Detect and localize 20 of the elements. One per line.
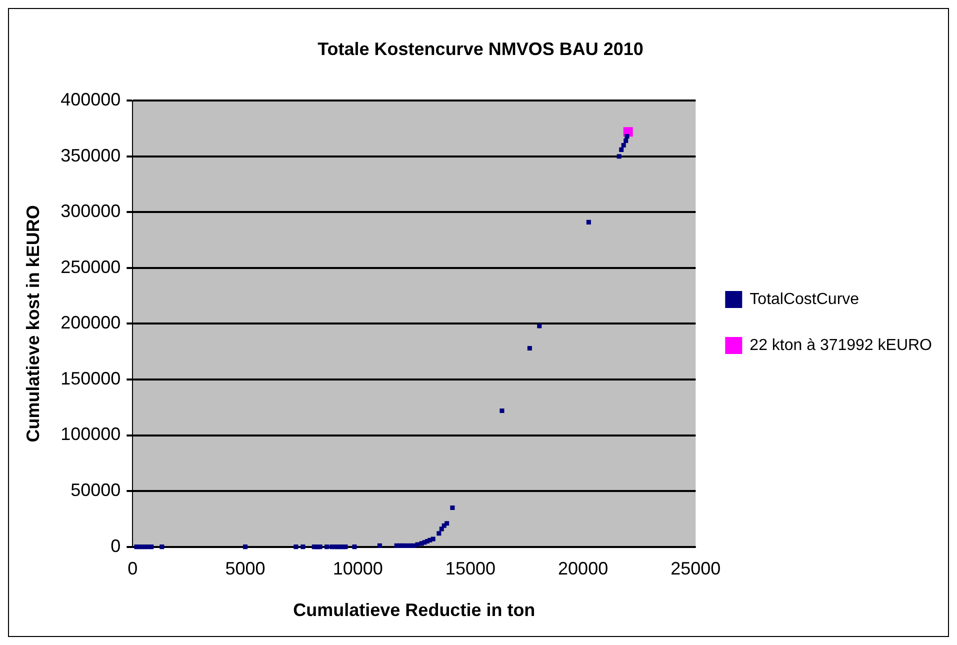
y-axis-title: Cumulatieve kost in kEURO bbox=[22, 205, 43, 442]
x-tick-label: 20000 bbox=[558, 558, 608, 579]
x-axis-title: Cumulatieve Reductie in ton bbox=[293, 600, 536, 620]
chart-title: Totale Kostencurve NMVOS BAU 2010 bbox=[318, 38, 644, 59]
y-tick-label: 100000 bbox=[60, 424, 121, 444]
y-tick-label: 350000 bbox=[60, 145, 121, 166]
legend-label: 22 kton à 371992 kEURO bbox=[750, 336, 932, 354]
y-tick-label: 400000 bbox=[60, 90, 121, 110]
y-tick-label: 250000 bbox=[60, 256, 121, 277]
y-tick-label: 300000 bbox=[60, 201, 121, 222]
y-tick-label: 0 bbox=[110, 536, 121, 556]
y-tick-label: 50000 bbox=[70, 480, 121, 500]
x-tick-label: 5000 bbox=[225, 558, 266, 579]
legend-label: TotalCostCurve bbox=[750, 290, 860, 308]
y-tick-label: 150000 bbox=[60, 368, 121, 388]
y-tick-label: 200000 bbox=[60, 312, 121, 333]
x-tick-label: 15000 bbox=[445, 558, 496, 579]
x-tick-label: 10000 bbox=[332, 558, 383, 579]
x-tick-label: 0 bbox=[128, 558, 138, 579]
x-tick-label: 25000 bbox=[670, 558, 721, 579]
